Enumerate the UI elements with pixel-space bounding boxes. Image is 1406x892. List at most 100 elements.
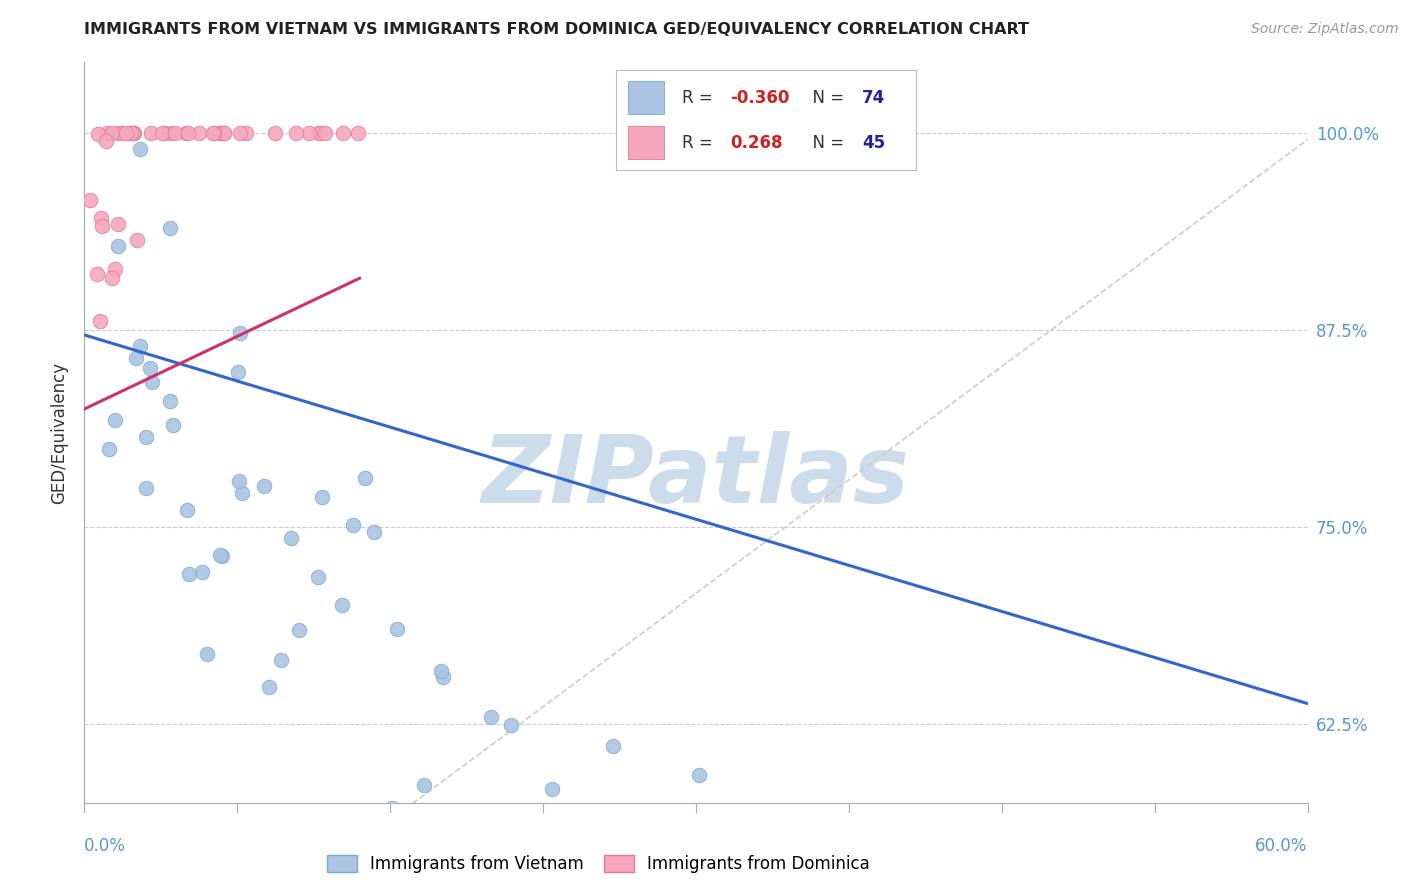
Point — [309, 126, 332, 140]
Point — [799, 819, 821, 833]
Point — [153, 126, 176, 140]
Point — [314, 126, 336, 140]
Point — [280, 532, 302, 546]
Point — [252, 478, 274, 492]
Point — [101, 126, 124, 140]
Point — [122, 126, 145, 140]
Point — [86, 127, 108, 141]
Point — [135, 481, 157, 495]
Text: ZIPatlas: ZIPatlas — [482, 431, 910, 523]
Point — [231, 486, 253, 500]
Point — [229, 126, 252, 140]
Text: 60.0%: 60.0% — [1256, 838, 1308, 855]
Point — [90, 211, 112, 226]
Point — [135, 430, 157, 444]
Point — [139, 126, 162, 140]
Point — [413, 778, 436, 792]
Point — [211, 549, 233, 563]
Point — [176, 126, 198, 140]
Point — [89, 313, 111, 327]
Text: IMMIGRANTS FROM VIETNAM VS IMMIGRANTS FROM DOMINICA GED/EQUIVALENCY CORRELATION : IMMIGRANTS FROM VIETNAM VS IMMIGRANTS FR… — [84, 22, 1029, 37]
Point — [432, 670, 454, 684]
Point — [209, 126, 232, 140]
Point — [125, 351, 148, 366]
Point — [209, 549, 232, 563]
Point — [79, 193, 101, 207]
Point — [673, 819, 696, 833]
Point — [561, 819, 583, 833]
Point — [228, 474, 250, 488]
Point — [96, 126, 118, 140]
Point — [235, 126, 257, 140]
Point — [212, 126, 235, 140]
Point — [176, 126, 198, 140]
Point — [128, 142, 150, 156]
Point — [381, 801, 404, 815]
Point — [121, 126, 143, 140]
Point — [209, 126, 232, 140]
Point — [202, 126, 225, 140]
Point — [347, 126, 370, 140]
Point — [735, 819, 758, 833]
Point — [100, 270, 122, 285]
Point — [202, 126, 225, 140]
Point — [284, 126, 307, 140]
Point — [228, 326, 250, 340]
Point — [541, 782, 564, 797]
Point — [128, 338, 150, 352]
Point — [150, 126, 173, 140]
Point — [651, 819, 673, 833]
Point — [288, 624, 311, 638]
Text: 0.0%: 0.0% — [84, 838, 127, 855]
Point — [159, 126, 181, 140]
Point — [509, 819, 531, 833]
Point — [710, 819, 733, 833]
Point — [107, 126, 129, 140]
Point — [107, 239, 129, 253]
Point — [177, 566, 200, 581]
Point — [159, 221, 181, 235]
Point — [602, 739, 624, 754]
Point — [765, 819, 787, 833]
Point — [263, 126, 285, 140]
Point — [1157, 819, 1180, 833]
Point — [308, 126, 330, 140]
Point — [212, 126, 235, 140]
Point — [727, 819, 749, 833]
Point — [519, 810, 541, 824]
Y-axis label: GED/Equivalency: GED/Equivalency — [51, 361, 69, 504]
Point — [125, 233, 148, 247]
Point — [270, 653, 292, 667]
Point — [114, 126, 136, 140]
Point — [195, 647, 218, 661]
Point — [163, 126, 186, 140]
Point — [889, 819, 911, 833]
Point — [120, 126, 142, 140]
Point — [188, 126, 211, 140]
Point — [311, 490, 333, 504]
Point — [1150, 819, 1173, 833]
Point — [614, 819, 637, 833]
Point — [226, 366, 249, 380]
Point — [90, 219, 112, 234]
Point — [499, 718, 522, 732]
Point — [870, 819, 893, 833]
Point — [1026, 819, 1049, 833]
Point — [647, 819, 669, 833]
Point — [159, 394, 181, 409]
Point — [363, 525, 385, 540]
Point — [1143, 819, 1166, 833]
Point — [385, 622, 408, 636]
Point — [797, 819, 820, 833]
Point — [845, 819, 868, 833]
Point — [672, 819, 695, 833]
Point — [307, 569, 329, 583]
Point — [666, 819, 689, 833]
Point — [839, 819, 862, 833]
Point — [1249, 819, 1271, 833]
Point — [907, 819, 929, 833]
Point — [662, 819, 685, 833]
Point — [1126, 819, 1149, 833]
Point — [430, 664, 453, 678]
Point — [479, 710, 502, 724]
